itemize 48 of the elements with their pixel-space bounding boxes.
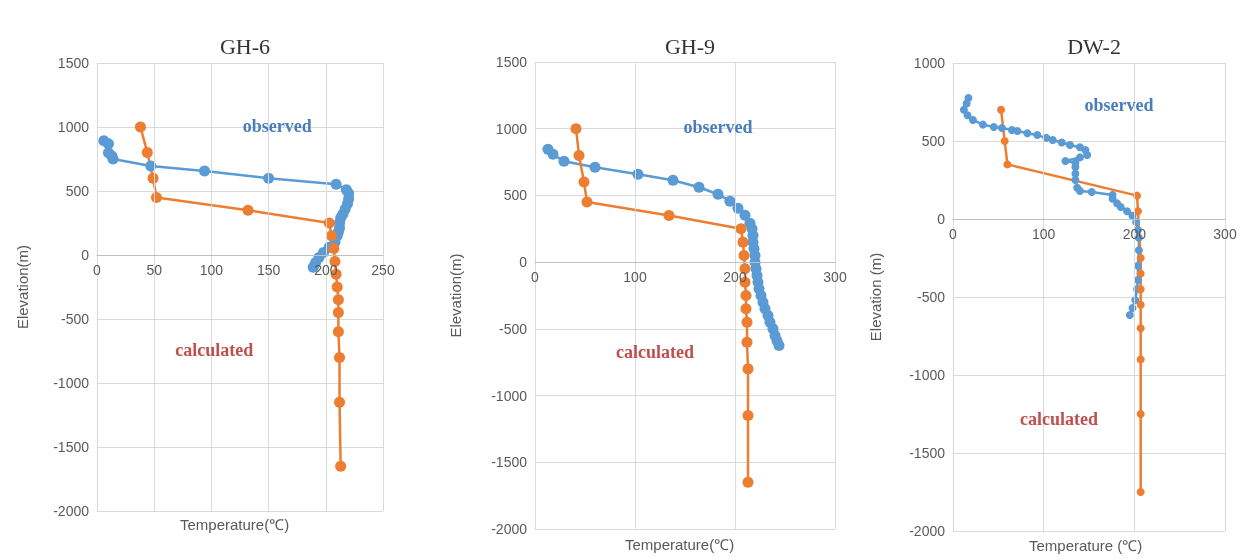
x-tick-label: 150 — [256, 262, 281, 278]
annotation: observed — [683, 117, 753, 138]
x-tick-label: 50 — [146, 262, 163, 278]
y-tick-label: -1000 — [491, 387, 528, 404]
x-tick-label: 100 — [199, 262, 224, 278]
x-tick-label: 0 — [949, 226, 958, 242]
x-tick-label: 0 — [93, 262, 102, 278]
y-tick-label: -500 — [498, 320, 528, 337]
y-tick-label: 500 — [503, 187, 528, 204]
y-axis-title: Elevation(m) — [446, 253, 464, 338]
y-tick-label: -1000 — [909, 367, 946, 383]
y-tick-label: -2000 — [491, 521, 528, 537]
y-tick-label: -2000 — [53, 503, 90, 519]
y-tick-label: -2000 — [909, 523, 946, 539]
x-axis-title: Temperature(℃) — [180, 516, 290, 533]
x-axis-title: Temperature (℃) — [1029, 537, 1143, 554]
chart-title: DW-2 — [1067, 33, 1121, 59]
chart-title: GH-9 — [664, 33, 716, 59]
x-tick-label: 300 — [823, 269, 847, 286]
y-tick-label: 500 — [65, 183, 90, 199]
annotation: observed — [242, 115, 312, 136]
y-tick-label: -500 — [916, 289, 946, 305]
y-axis-title: Elevation (m) — [866, 252, 884, 342]
y-tick-label: -1500 — [491, 454, 528, 471]
annotation: calculated — [1020, 408, 1099, 429]
x-tick-label: 100 — [623, 269, 647, 286]
y-tick-label: -1500 — [909, 445, 946, 461]
y-tick-label: 0 — [937, 211, 946, 227]
y-tick-label: -1500 — [53, 439, 90, 455]
x-tick-label: 0 — [531, 269, 540, 286]
y-tick-label: 500 — [921, 133, 946, 149]
y-tick-label: 1500 — [495, 54, 528, 70]
x-axis-title: Temperature(℃) — [625, 536, 735, 553]
y-tick-label: 1000 — [913, 55, 946, 71]
annotation: calculated — [616, 341, 694, 362]
y-tick-label: 1000 — [57, 119, 90, 135]
x-tick-label: 250 — [371, 262, 395, 278]
y-tick-label: 1000 — [495, 120, 528, 137]
y-axis-title: Elevation(m) — [13, 244, 31, 330]
x-tick-label: 100 — [1031, 226, 1056, 242]
y-tick-label: 1500 — [57, 55, 90, 71]
annotation: calculated — [175, 339, 254, 360]
x-tick-label: 300 — [1213, 226, 1237, 242]
y-tick-label: 0 — [81, 247, 90, 263]
y-tick-label: -500 — [60, 311, 90, 327]
annotation: observed — [1084, 95, 1154, 116]
chart-title: GH-6 — [219, 33, 271, 59]
y-tick-label: -1000 — [53, 375, 90, 391]
